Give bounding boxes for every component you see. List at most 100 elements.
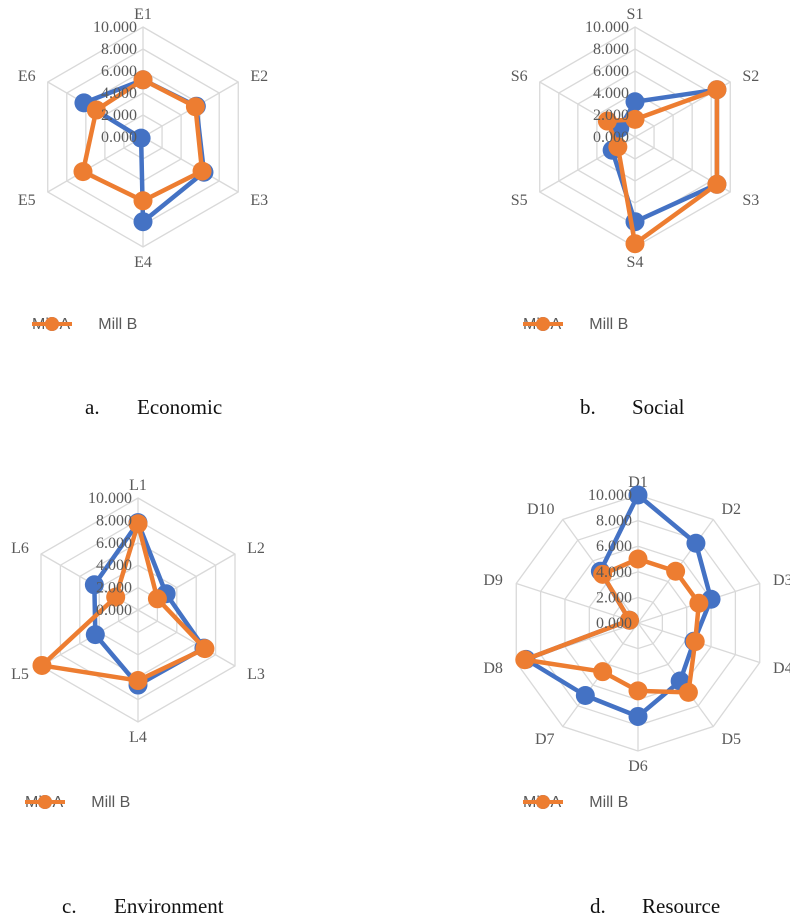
caption-letter: b. [580, 395, 596, 419]
tick-label: 10.000 [88, 490, 132, 507]
data-point [686, 533, 706, 553]
tick-label: 10.000 [93, 19, 137, 36]
category-label: L3 [247, 666, 265, 683]
data-point [133, 191, 153, 211]
legend-swatch-mill-b [25, 795, 65, 809]
tick-label: 10.000 [588, 487, 632, 504]
category-label: E2 [250, 68, 268, 85]
tick-label: 4.000 [96, 557, 132, 574]
tick-label: 6.000 [101, 63, 137, 80]
category-label: S3 [742, 192, 759, 209]
radar-grid [515, 494, 761, 752]
tick-label: 0.000 [593, 129, 629, 146]
category-label: E1 [134, 6, 152, 23]
category-label: L2 [247, 540, 265, 557]
tick-label: 2.000 [596, 589, 632, 606]
data-point [619, 610, 639, 630]
data-point [593, 662, 613, 682]
category-label: E6 [18, 68, 36, 85]
category-label: E3 [250, 192, 268, 209]
legend-label-mill-b: Mill B [589, 794, 629, 811]
caption-letter: c. [62, 894, 77, 918]
data-point [515, 650, 535, 670]
series-mill-b [597, 80, 727, 254]
caption-text: Resource [642, 894, 721, 918]
legend-swatch-mill-b [523, 795, 563, 809]
category-label: D3 [773, 572, 790, 589]
data-point [625, 234, 645, 254]
tick-label: 2.000 [96, 580, 132, 597]
legend-item-mill-b: Mill B [32, 316, 138, 334]
caption-environment: c. Environment [62, 894, 224, 919]
caption-text: Environment [114, 894, 224, 918]
grid-spoke [47, 136, 144, 193]
legend-swatch-mill-b [523, 317, 563, 331]
caption-text: Social [632, 395, 685, 419]
data-point [628, 549, 648, 569]
tick-label: 0.000 [96, 602, 132, 619]
caption-letter: d. [590, 894, 606, 918]
tick-label: 10.000 [585, 19, 629, 36]
grid-spoke [516, 582, 639, 624]
data-point [685, 632, 705, 652]
category-label: D7 [535, 731, 555, 748]
tick-label: 6.000 [593, 63, 629, 80]
caption-letter: a. [85, 395, 100, 419]
tick-label: 2.000 [101, 107, 137, 124]
category-label: S6 [511, 68, 528, 85]
series-mill-b [73, 70, 212, 211]
data-point [575, 685, 595, 705]
category-label: D5 [721, 731, 741, 748]
category-label: L5 [11, 666, 29, 683]
category-label: D8 [483, 660, 503, 677]
category-label: D9 [483, 572, 503, 589]
legend-item-mill-b: Mill B [523, 794, 629, 812]
category-label: E5 [18, 192, 36, 209]
radar-chart-social: S1 S2 S3 S4 S5 S6 0.000 2.000 4.000 6.000 8.000 10.… [511, 6, 760, 271]
legend-label-mill-b: Mill B [589, 316, 629, 333]
caption-social: b. Social [580, 395, 685, 420]
legend: Mill A Mill B [523, 794, 628, 812]
caption-economic: a. Economic [85, 395, 222, 420]
category-label: D4 [773, 660, 790, 677]
series-mill-b [515, 549, 709, 702]
data-point [86, 100, 106, 120]
radar-chart-economic: E1 E2 E3 E4 E5 E6 0.000 2.000 4.000 6.000 8.000 10.… [18, 6, 268, 271]
data-point [628, 706, 648, 726]
radar-chart-resource: D1 D2 D3 D4 D5 D6 D7 D8 D9 D10 0.000 2.000 4.000 6.00… [483, 474, 790, 775]
tick-label: 6.000 [96, 535, 132, 552]
category-label: L6 [11, 540, 29, 557]
data-point [625, 109, 645, 129]
tick-label: 0.000 [101, 129, 137, 146]
tick-label: 8.000 [593, 41, 629, 58]
caption-text: Economic [137, 395, 223, 419]
grid-spoke [137, 609, 236, 667]
category-label: L1 [129, 477, 147, 494]
data-point [32, 655, 52, 675]
category-label: D6 [628, 758, 648, 775]
chart-panel-economic: E1 E2 E3 E4 E5 E6 0.000 2.000 4.000 6.000 8.000 10.… [0, 0, 395, 458]
data-point [666, 561, 686, 581]
category-label: S4 [627, 254, 644, 271]
legend: Mill A Mill B [523, 316, 628, 334]
data-point [628, 681, 648, 701]
data-point [195, 639, 215, 659]
data-point [628, 485, 648, 505]
caption-resource: d. Resource [590, 894, 720, 919]
category-label: S2 [742, 68, 759, 85]
data-point [625, 92, 645, 112]
series-mill-b [32, 514, 215, 691]
data-point [147, 589, 167, 609]
legend-swatch-mill-b [32, 317, 72, 331]
tick-label: 6.000 [596, 538, 632, 555]
category-label: D2 [721, 501, 741, 518]
data-point [608, 137, 628, 157]
data-point [678, 682, 698, 702]
tick-label: 4.000 [101, 85, 137, 102]
category-label: D10 [527, 501, 555, 518]
data-point [133, 70, 153, 90]
legend: Mill A Mill B [32, 316, 137, 334]
legend-label-mill-b: Mill B [98, 316, 138, 333]
data-point [597, 111, 617, 131]
data-point [707, 174, 727, 194]
